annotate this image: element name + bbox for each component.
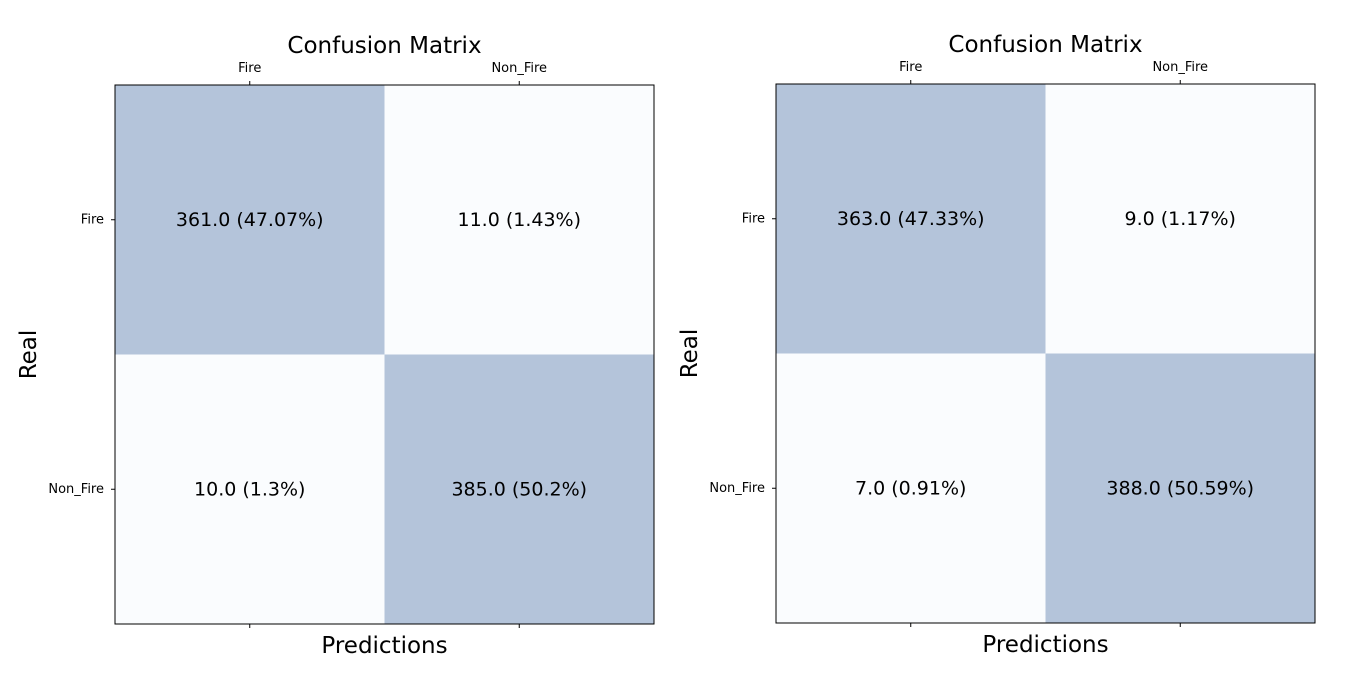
y-tick-label: Fire — [742, 211, 765, 226]
y-tick-label: Non_Fire — [48, 482, 104, 497]
matrix-cell — [776, 353, 1046, 623]
matrix-cell — [776, 84, 1046, 354]
matrix-cell — [1045, 353, 1315, 623]
matrix-cell — [1045, 84, 1315, 354]
cell-value-label: 7.0 (0.91%) — [855, 477, 966, 499]
cell-value-label: 385.0 (50.2%) — [451, 478, 587, 500]
y-tick-label: Non_Fire — [709, 481, 765, 496]
chart-title: Confusion Matrix — [948, 32, 1142, 58]
chart-title: Confusion Matrix — [287, 33, 481, 59]
cell-value-label: 11.0 (1.43%) — [457, 209, 581, 231]
cell-value-label: 388.0 (50.59%) — [1106, 477, 1254, 499]
x-tick-label: Non_Fire — [1152, 60, 1208, 75]
matrix-cell — [115, 354, 385, 624]
confusion-matrix-panel-right: 363.0 (47.33%) 9.0 (1.17%) 7.0 (0.91%) 388.… — [677, 32, 1316, 658]
axes-frame — [775, 83, 1316, 624]
x-tick-label: Fire — [238, 61, 261, 76]
matrix-cell — [384, 85, 654, 355]
cell-value-label: 361.0 (47.07%) — [176, 209, 324, 231]
x-tick-label: Non_Fire — [491, 61, 547, 76]
y-axis-label: Real — [677, 329, 703, 379]
matrix-cell — [115, 85, 385, 355]
x-axis-label: Predictions — [982, 632, 1108, 658]
axes-frame — [114, 84, 655, 625]
cell-value-label: 363.0 (47.33%) — [837, 208, 985, 230]
confusion-matrix-panel-left: 361.0 (47.07%) 11.0 (1.43%) 10.0 (1.3%) 385… — [16, 33, 655, 659]
cell-value-label: 9.0 (1.17%) — [1125, 208, 1236, 230]
y-tick-label: Fire — [81, 212, 104, 227]
x-tick-label: Fire — [899, 60, 922, 75]
y-axis-label: Real — [16, 330, 42, 380]
matrix-cell — [384, 354, 654, 624]
cell-value-label: 10.0 (1.3%) — [194, 478, 305, 500]
x-axis-label: Predictions — [321, 633, 447, 659]
